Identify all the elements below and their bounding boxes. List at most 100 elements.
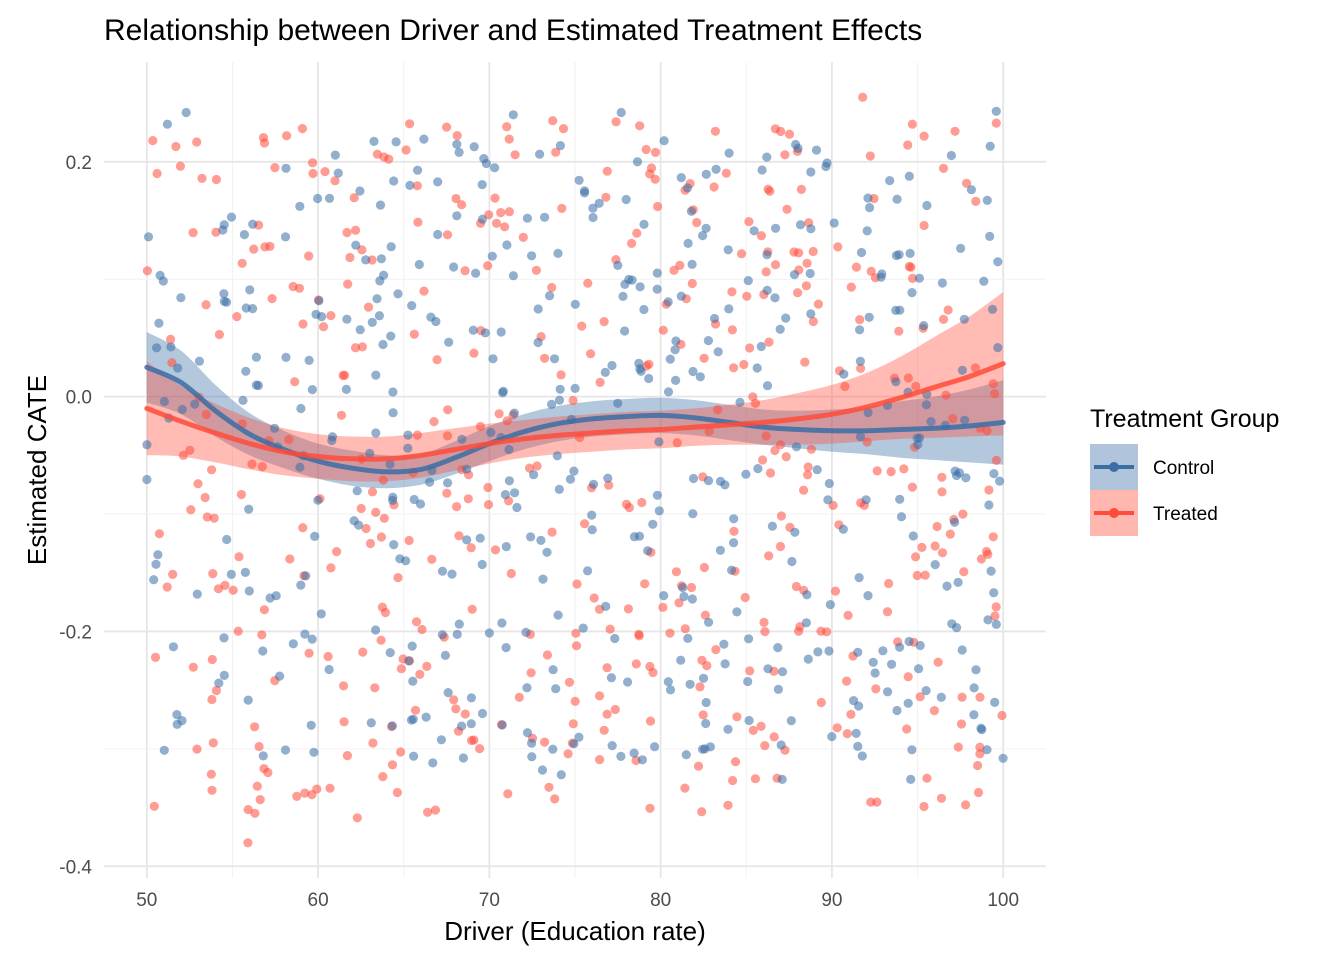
- point-control: [580, 186, 590, 196]
- point-control: [330, 150, 340, 160]
- point-treated: [632, 228, 642, 238]
- point-treated: [911, 381, 921, 391]
- point-control: [771, 223, 781, 233]
- x-tick-label: 100: [987, 890, 1019, 911]
- point-treated: [451, 704, 461, 714]
- point-treated: [933, 657, 943, 667]
- point-treated: [686, 582, 697, 593]
- point-control: [743, 276, 753, 286]
- point-treated: [297, 124, 307, 134]
- point-treated: [990, 611, 1000, 621]
- point-treated: [558, 124, 569, 134]
- point-control: [676, 655, 686, 665]
- point-control: [365, 448, 375, 458]
- point-control: [838, 524, 848, 534]
- point-treated: [700, 610, 711, 620]
- point-treated: [589, 593, 599, 603]
- point-treated: [658, 602, 668, 613]
- point-treated: [816, 697, 826, 708]
- point-treated: [298, 319, 308, 329]
- legend-label-treated: Treated: [1153, 504, 1218, 525]
- point-control: [479, 154, 489, 164]
- point-treated: [413, 217, 423, 227]
- point-control: [454, 619, 464, 629]
- point-treated: [692, 217, 702, 228]
- point-control: [709, 313, 720, 324]
- point-treated: [422, 661, 432, 672]
- point-control: [219, 633, 229, 643]
- point-control: [623, 677, 633, 687]
- point-treated: [937, 548, 948, 558]
- point-treated: [919, 801, 929, 812]
- point-control: [508, 271, 518, 281]
- point-control: [437, 566, 448, 576]
- point-treated: [727, 325, 738, 335]
- point-treated: [571, 641, 582, 651]
- point-treated: [765, 468, 776, 478]
- point-treated: [351, 225, 361, 235]
- point-control: [307, 634, 317, 644]
- point-control: [915, 640, 925, 651]
- point-treated: [973, 787, 984, 798]
- point-treated: [794, 626, 804, 636]
- point-treated: [697, 807, 707, 817]
- point-treated: [680, 783, 690, 793]
- point-treated: [502, 122, 512, 132]
- point-control: [878, 646, 888, 656]
- point-treated: [207, 654, 217, 665]
- point-treated: [228, 585, 238, 595]
- point-control: [914, 664, 924, 674]
- point-control: [688, 366, 698, 377]
- point-treated: [564, 677, 575, 687]
- point-treated: [830, 586, 841, 596]
- point-control: [296, 580, 306, 590]
- point-treated: [648, 667, 658, 678]
- point-treated: [525, 463, 535, 473]
- point-treated: [693, 761, 704, 771]
- point-treated: [997, 710, 1007, 721]
- point-treated: [368, 738, 378, 748]
- point-control: [403, 430, 413, 440]
- point-treated: [207, 785, 217, 795]
- point-control: [354, 520, 364, 530]
- point-control: [957, 645, 967, 655]
- point-treated: [412, 430, 422, 440]
- point-treated: [917, 542, 927, 553]
- point-treated: [467, 604, 477, 614]
- point-control: [687, 594, 698, 604]
- point-treated: [957, 692, 967, 702]
- point-control: [385, 459, 395, 469]
- point-control: [921, 686, 931, 696]
- point-control: [244, 504, 254, 514]
- x-tick-label: 80: [650, 890, 671, 911]
- point-treated: [451, 193, 461, 204]
- point-treated: [906, 262, 916, 272]
- point-control: [388, 387, 398, 397]
- point-control: [258, 751, 268, 761]
- point-treated: [604, 480, 614, 490]
- point-treated: [750, 774, 761, 784]
- point-control: [786, 716, 796, 726]
- point-control: [906, 774, 916, 785]
- point-treated: [371, 507, 381, 517]
- point-control: [414, 259, 424, 270]
- point-control: [371, 370, 381, 380]
- point-treated: [392, 787, 402, 798]
- point-treated: [976, 554, 987, 564]
- point-control: [553, 248, 563, 258]
- point-control: [443, 478, 453, 488]
- point-treated: [345, 252, 355, 263]
- x-axis-title: Driver (Education rate): [444, 916, 706, 946]
- point-control: [781, 313, 791, 323]
- point-treated: [740, 592, 750, 603]
- point-treated: [236, 489, 246, 500]
- point-treated: [953, 742, 963, 752]
- point-control: [405, 180, 415, 190]
- point-control: [408, 676, 418, 686]
- point-control: [969, 683, 979, 693]
- point-treated: [339, 681, 349, 691]
- point-control: [629, 748, 639, 758]
- point-treated: [214, 329, 224, 340]
- point-control: [554, 484, 564, 494]
- point-treated: [308, 168, 318, 179]
